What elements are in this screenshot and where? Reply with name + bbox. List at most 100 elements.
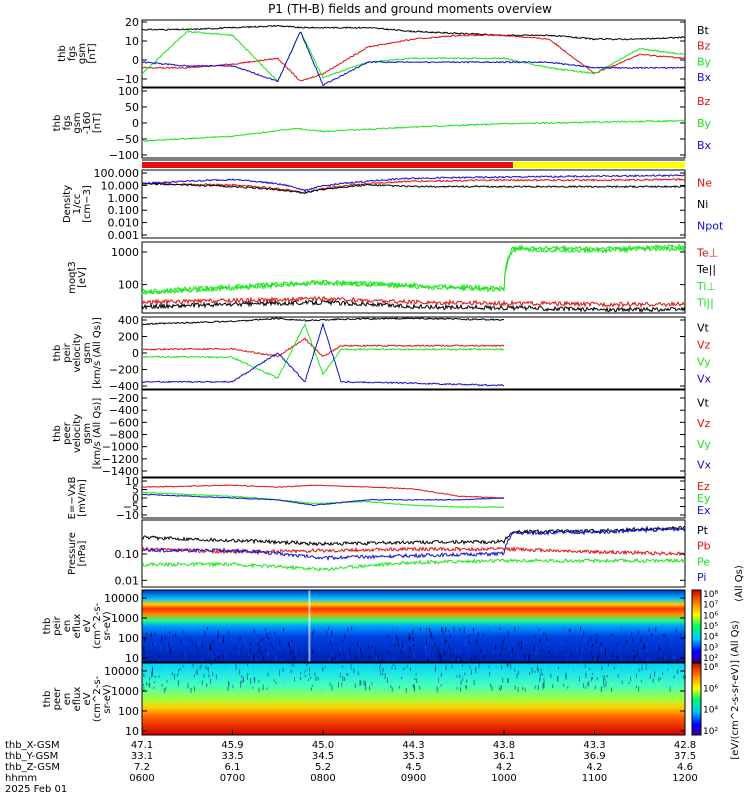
y-tick-label: −400 — [109, 404, 139, 417]
y-tick-label: −600 — [109, 416, 139, 429]
x-axis-date: 2025 Feb 01 — [5, 784, 67, 795]
x-tick-label: 37.5 — [674, 751, 696, 762]
y-axis-label: [mV/m] — [77, 479, 88, 517]
x-axis-row-label: thb_X-GSM — [5, 740, 60, 751]
x-tick-label: 0700 — [220, 773, 245, 784]
legend-entry: Ti⊥ — [696, 280, 716, 293]
y-tick-label: 0.001 — [108, 229, 140, 242]
legend-entry: Pi — [697, 571, 706, 584]
legend-entry: Te|| — [696, 263, 716, 276]
y-tick-label: 100 — [118, 632, 139, 645]
x-tick-label: 33.1 — [131, 751, 153, 762]
y-tick-label: 0 — [132, 54, 139, 67]
y-tick-label: 10 — [125, 652, 139, 665]
y-tick-label: 0.100 — [108, 204, 140, 217]
y-tick-label: 1.000 — [108, 192, 140, 205]
series-line-bx — [141, 31, 686, 87]
y-tick-label: −1200 — [102, 453, 139, 466]
series-line-by — [141, 119, 686, 142]
x-tick-label: 4.2 — [496, 762, 512, 773]
legend-entry: Ne — [697, 177, 712, 190]
x-axis-row-label: thb_Y-GSM — [5, 751, 58, 762]
y-tick-label: 200 — [118, 331, 139, 344]
y-axis-label: gsm — [72, 112, 83, 133]
colorbar-tick-label: 10² — [703, 654, 718, 664]
spectrogram-fill — [142, 663, 685, 735]
x-tick-label: 1200 — [672, 773, 697, 784]
legend-entry: Ey — [697, 492, 711, 505]
panel-peer_en: 10000 1000 100 10 thb peer en eflux eV (cm^2-s-sr… — [42, 662, 686, 738]
y-axis-label: velocity — [72, 414, 83, 453]
y-axis-label: Density — [62, 185, 73, 223]
y-tick-label: 0.01 — [115, 574, 140, 587]
series-line-by — [141, 30, 685, 82]
series-line-te|| — [141, 298, 686, 313]
y-axis-label: moqt3 — [67, 261, 78, 294]
y-axis-label: fgs — [67, 46, 78, 61]
x-tick-label: 36.9 — [583, 751, 605, 762]
y-tick-label: 100 — [118, 279, 139, 292]
y-axis-label: eV — [82, 692, 93, 705]
y-tick-label: 0.10 — [115, 548, 140, 561]
x-tick-label: 5.2 — [315, 762, 331, 773]
panel-peir_vel: 400 200 0 −200 −400 thb peir velocity gsm [km/s (… — [52, 314, 712, 393]
y-tick-label: −400 — [109, 380, 139, 393]
y-axis-label: eflux — [72, 614, 83, 639]
x-axis: thb_X-GSM 47.1 45.9 45.0 44.3 43.8 43.3 42.8 thb… — [5, 730, 698, 795]
x-tick-label: 1000 — [491, 773, 516, 784]
y-axis-label: 1/cc — [72, 194, 83, 215]
y-axis-label: [km/s (All Qs)] — [92, 317, 103, 389]
colorbar-tick-label: 10⁸ — [703, 590, 718, 600]
panel-frame — [141, 316, 686, 390]
y-axis-label: peir — [52, 615, 63, 635]
legend-entry: Vt — [697, 322, 710, 335]
y-tick-label: 10 — [125, 35, 139, 48]
pressure-note: (All Qs) — [734, 565, 745, 602]
legend-entry: Vz — [697, 339, 711, 352]
y-axis-label: [nT] — [92, 113, 103, 133]
panel-frame — [141, 241, 686, 314]
x-tick-label: 4.6 — [677, 762, 693, 773]
y-tick-label: 10 — [125, 725, 139, 738]
y-axis-label: Pressure — [67, 532, 78, 575]
y-tick-label: −1400 — [102, 465, 139, 478]
legend-entry: Vt — [697, 396, 710, 409]
y-axis-label: [cm−3] — [82, 185, 93, 223]
panel-frame — [141, 589, 686, 663]
legend-entry: Ni — [697, 198, 708, 211]
colorbar-strip — [691, 589, 702, 663]
series-line-ni — [141, 182, 686, 194]
x-tick-label: 6.1 — [225, 762, 241, 773]
colorbar-tick-label: 10³ — [703, 643, 718, 653]
x-axis-row-label: thb_Z-GSM — [5, 762, 60, 773]
y-tick-label: 0 — [132, 117, 139, 130]
x-tick-label: 45.9 — [221, 740, 243, 751]
y-tick-label: 0 — [132, 347, 139, 360]
y-axis-label: thb — [52, 115, 63, 132]
y-axis-label: en — [62, 620, 73, 633]
status-bar-red — [142, 162, 514, 168]
series-line-bt — [141, 24, 686, 41]
y-tick-label: 1000 — [111, 612, 139, 625]
y-axis-label: eV — [82, 619, 93, 632]
y-tick-label: 0.010 — [108, 217, 140, 230]
legend-entry: Bt — [697, 24, 710, 37]
spectrogram-fill — [142, 590, 685, 662]
series-line-te⊥ — [141, 295, 686, 309]
spectrogram-noise — [143, 626, 686, 664]
y-axis-label: (cm^2-s- — [92, 602, 103, 649]
colorbar-label: [eV/(cm^2-s-sr-eV)] (All Qs) — [730, 620, 741, 759]
legend-entry: Ez — [697, 480, 710, 493]
y-axis-label: thb — [52, 425, 63, 442]
x-tick-label: 0800 — [310, 773, 335, 784]
x-tick-label: 43.3 — [583, 740, 605, 751]
series-line-vy — [141, 323, 505, 379]
legend-entry: Te⊥ — [696, 246, 718, 259]
y-axis-label: E=−VxB — [67, 477, 78, 520]
y-axis-label: eflux — [72, 687, 83, 712]
panel-pressure: 0.10 0.01 Pressure [nPa] Pt Pb Pe Pi — [67, 519, 711, 588]
page-title: P1 (TH-B) fields and ground moments over… — [268, 2, 552, 16]
series-line-ey — [141, 491, 505, 509]
y-axis-label: thb — [57, 45, 68, 62]
